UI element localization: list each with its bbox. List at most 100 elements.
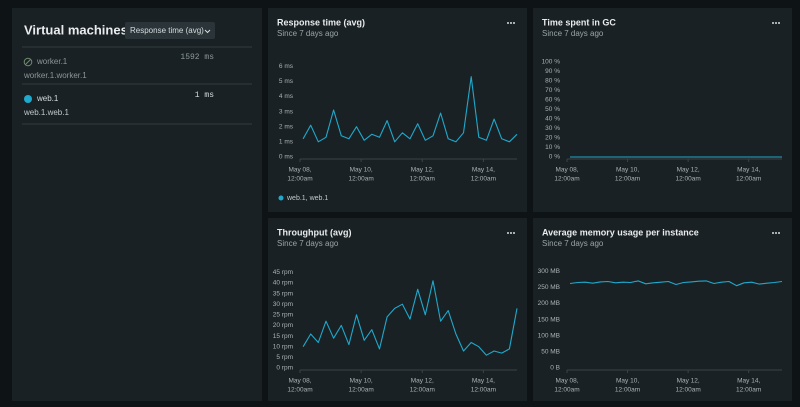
y-tick-label: 300 MB bbox=[538, 268, 560, 275]
dropdown-caret bbox=[204, 29, 211, 34]
x-tick-label: 12:00am bbox=[554, 176, 579, 183]
x-tick-label: 12:00am bbox=[554, 387, 579, 394]
panel-menu-dot[interactable] bbox=[775, 232, 777, 234]
panel-subtitle: Since 7 days ago bbox=[542, 29, 604, 38]
y-tick-label: 15 rpm bbox=[273, 333, 293, 340]
panel-menu-dot[interactable] bbox=[510, 232, 512, 234]
x-tick-label: 12:00am bbox=[471, 387, 496, 394]
metric-dropdown[interactable] bbox=[125, 22, 215, 39]
y-tick-label: 6 ms bbox=[279, 63, 294, 70]
entry-value: 1 ms bbox=[195, 91, 214, 100]
y-tick-label: 25 rpm bbox=[273, 312, 293, 319]
panel-menu-dot[interactable] bbox=[772, 232, 774, 234]
chart-panels: Response time (avg) Since 7 days ago 0 ms 1… bbox=[268, 8, 792, 401]
entry-name[interactable]: worker.1 bbox=[36, 57, 68, 66]
entry-name[interactable]: web.1 bbox=[36, 94, 59, 103]
entry-detail: web.1.web.1 bbox=[23, 108, 69, 117]
y-tick-label: 70 % bbox=[545, 87, 560, 94]
dropdown-label[interactable]: Response time (avg) bbox=[130, 26, 204, 35]
x-tick-label: May 12, bbox=[677, 167, 700, 174]
y-tick-label: 1 ms bbox=[279, 139, 294, 146]
y-tick-label: 0 rpm bbox=[276, 365, 293, 372]
panel-title: Average memory usage per instance bbox=[542, 227, 699, 237]
x-tick-label: May 08, bbox=[288, 378, 311, 385]
x-tick-label: 12:00am bbox=[410, 176, 435, 183]
panel-menu-dot[interactable] bbox=[778, 22, 780, 24]
legend-label[interactable]: web.1, web.1 bbox=[286, 195, 328, 202]
panel-menu-dot[interactable] bbox=[772, 22, 774, 24]
x-tick-label: May 10, bbox=[616, 378, 639, 385]
y-tick-label: 0 % bbox=[549, 154, 560, 161]
x-tick-label: 12:00am bbox=[736, 176, 761, 183]
y-tick-label: 150 MB bbox=[538, 316, 560, 323]
y-tick-label: 10 % bbox=[545, 144, 560, 151]
y-tick-label: 4 ms bbox=[279, 93, 294, 100]
y-tick-label: 2 ms bbox=[279, 123, 294, 130]
x-tick-label: May 08, bbox=[555, 167, 578, 174]
x-tick-label: 12:00am bbox=[287, 176, 312, 183]
x-tick-label: 12:00am bbox=[410, 387, 435, 394]
y-tick-label: 30 rpm bbox=[273, 301, 293, 308]
x-tick-label: May 12, bbox=[411, 378, 434, 385]
x-tick-label: 12:00am bbox=[615, 176, 640, 183]
legend-swatch[interactable] bbox=[278, 195, 284, 201]
panel-subtitle: Since 7 days ago bbox=[542, 239, 604, 248]
y-tick-label: 40 % bbox=[545, 116, 560, 123]
y-tick-label: 3 ms bbox=[279, 108, 294, 115]
y-tick-label: 100 % bbox=[542, 58, 561, 65]
y-tick-label: 60 % bbox=[545, 97, 560, 104]
y-tick-label: 100 MB bbox=[538, 332, 560, 339]
status-icon-slash bbox=[25, 59, 31, 65]
x-tick-label: May 14, bbox=[737, 167, 760, 174]
panel-menu-dot[interactable] bbox=[513, 232, 515, 234]
sidebar-panel bbox=[12, 8, 262, 401]
panel-menu-dot[interactable] bbox=[507, 22, 509, 24]
series-line bbox=[302, 280, 518, 356]
x-tick-label: May 14, bbox=[737, 378, 760, 385]
x-tick-label: 12:00am bbox=[348, 176, 373, 183]
y-tick-label: 20 rpm bbox=[273, 322, 293, 329]
y-tick-label: 45 rpm bbox=[273, 269, 293, 276]
x-tick-label: May 08, bbox=[288, 167, 311, 174]
y-tick-label: 5 rpm bbox=[276, 354, 293, 361]
x-tick-label: 12:00am bbox=[348, 387, 373, 394]
y-tick-label: 30 % bbox=[545, 125, 560, 132]
panel-title: Response time (avg) bbox=[277, 17, 365, 27]
series-line bbox=[569, 280, 783, 287]
status-icon-active bbox=[24, 95, 32, 103]
x-tick-label: 12:00am bbox=[615, 387, 640, 394]
x-tick-label: 12:00am bbox=[736, 387, 761, 394]
panel-title: Throughput (avg) bbox=[277, 227, 351, 237]
entry-value: 1592 ms bbox=[180, 53, 214, 62]
panel-menu-dot[interactable] bbox=[775, 22, 777, 24]
x-tick-label: May 10, bbox=[350, 167, 373, 174]
y-tick-label: 5 ms bbox=[279, 78, 294, 85]
panel-menu-dot[interactable] bbox=[778, 232, 780, 234]
status-icon-inactive bbox=[23, 57, 33, 67]
x-tick-label: May 12, bbox=[411, 167, 434, 174]
x-tick-label: 12:00am bbox=[675, 387, 700, 394]
x-tick-label: 12:00am bbox=[287, 387, 312, 394]
x-tick-label: May 08, bbox=[555, 378, 578, 385]
x-tick-label: May 10, bbox=[616, 167, 639, 174]
y-tick-label: 80 % bbox=[545, 78, 560, 85]
x-tick-label: May 12, bbox=[677, 378, 700, 385]
y-tick-label: 200 MB bbox=[538, 300, 560, 307]
y-tick-label: 10 rpm bbox=[273, 343, 293, 350]
x-tick-label: May 14, bbox=[472, 167, 495, 174]
panel-subtitle: Since 7 days ago bbox=[277, 29, 339, 38]
sidebar-title: Virtual machines bbox=[24, 22, 128, 37]
panel-subtitle: Since 7 days ago bbox=[277, 239, 339, 248]
panel-menu-dot[interactable] bbox=[513, 22, 515, 24]
y-tick-label: 50 % bbox=[545, 106, 560, 113]
entry-detail: worker.1.worker.1 bbox=[23, 71, 87, 80]
y-tick-label: 50 MB bbox=[541, 349, 560, 356]
y-tick-label: 35 rpm bbox=[273, 290, 293, 297]
y-tick-label: 90 % bbox=[545, 68, 560, 75]
chart-panel bbox=[533, 8, 792, 212]
panel-menu-dot[interactable] bbox=[510, 22, 512, 24]
y-tick-label: 40 rpm bbox=[273, 280, 293, 287]
y-tick-label: 250 MB bbox=[538, 284, 560, 291]
x-tick-label: 12:00am bbox=[471, 176, 496, 183]
panel-menu-dot[interactable] bbox=[507, 232, 509, 234]
